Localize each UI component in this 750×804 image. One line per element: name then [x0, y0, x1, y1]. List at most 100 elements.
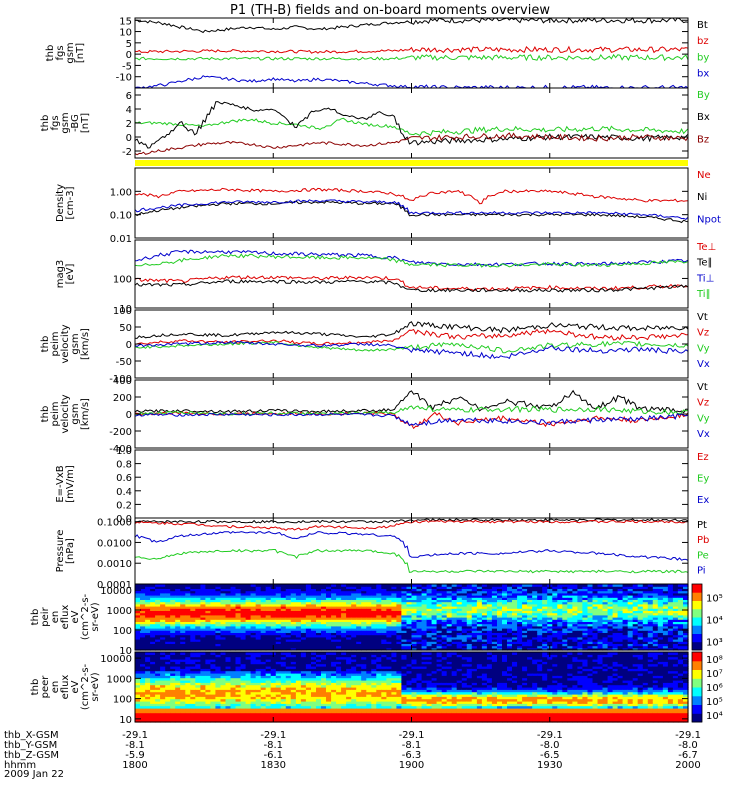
legend-entry: By [697, 90, 710, 101]
y-tick-label: 400 [113, 376, 132, 387]
legend-entry: Bx [697, 112, 710, 123]
colorbar-segment [692, 634, 702, 639]
legend-entry: bz [697, 36, 709, 47]
legend-entry: Pe [697, 550, 709, 561]
y-tick-label: 0.0010 [97, 559, 132, 570]
panel-frame [135, 518, 688, 584]
colorbar-segment [692, 617, 702, 622]
y-axis-label: [nT] [75, 43, 86, 63]
legend-entry: Ti⊥ [696, 273, 714, 284]
y-tick-label: 100 [113, 626, 132, 637]
legend-entry: Ez [697, 452, 709, 463]
series-line-Npot [135, 200, 688, 220]
y-tick-label: 6 [126, 91, 132, 102]
colorbar-segment [692, 609, 702, 614]
plot-title: P1 (TH-B) fields and on-board moments ov… [230, 3, 550, 18]
panel-separator-bar [135, 160, 688, 166]
series-line-Te⊥ [135, 276, 688, 290]
colorbar-segment [692, 642, 702, 647]
y-tick-label: 200 [113, 393, 132, 404]
y-tick-label: -2 [122, 147, 132, 158]
series-line-Ne [135, 188, 688, 203]
y-tick-label: 10000 [100, 586, 132, 597]
colorbar-segment [692, 592, 702, 597]
series-line-Pi [135, 532, 688, 561]
y-tick-label: -5 [122, 61, 132, 72]
y-axis-label: [mV/m] [65, 465, 76, 503]
legend-entry: Vx [697, 359, 710, 370]
y-tick-label: 0.0100 [97, 538, 132, 549]
series-line-Te∥ [135, 280, 688, 292]
colorbar-segment [692, 605, 702, 610]
colorbar-segment [692, 625, 702, 630]
series-line-By [135, 118, 688, 135]
legend-entry: Ey [697, 473, 709, 484]
colorbar-tick-label: 10⁵ [706, 594, 723, 605]
y-tick-label: 50 [119, 323, 132, 334]
series-line-Ti∥ [135, 254, 688, 267]
colorbar-segment [692, 601, 702, 606]
legend-entry: Bz [697, 134, 709, 145]
legend-entry: Vx [697, 429, 710, 440]
panel-frame [135, 380, 688, 448]
y-tick-label: 0 [126, 340, 132, 351]
y-tick-label: 0.6 [116, 473, 132, 484]
colorbar-tick-label: 10³ [706, 638, 723, 649]
legend-entry: Pt [697, 520, 707, 531]
legend-entry: Ni [697, 192, 707, 203]
colorbar-segment [692, 588, 702, 593]
colorbar-segment [692, 584, 702, 589]
legend-entry: Vt [697, 382, 708, 393]
y-tick-label: 100 [113, 274, 132, 285]
legend-entry: Vy [697, 413, 710, 424]
y-tick-label: 1.00 [110, 187, 132, 198]
series-line-Bz [135, 133, 688, 155]
y-axis-label: [cm-3] [65, 186, 76, 219]
y-tick-label: 1.0 [116, 446, 132, 457]
panel-frame [135, 450, 688, 518]
y-tick-label: 0.10 [110, 211, 132, 222]
series-line-Vx [135, 341, 688, 358]
y-axis-label: [nPa] [65, 538, 76, 564]
legend-entry: Pb [697, 535, 709, 546]
y-tick-label: 4 [126, 105, 132, 116]
y-tick-label: 15 [119, 16, 132, 27]
panel-frame [135, 88, 688, 158]
y-tick-label: 100 [113, 306, 132, 317]
y-tick-label: 0.8 [116, 460, 132, 471]
legend-entry: Ti∥ [696, 289, 711, 300]
legend-entry: Te∥ [696, 258, 713, 269]
y-tick-label: -50 [116, 357, 132, 368]
y-tick-label: -10 [116, 73, 132, 84]
colorbar-segment [692, 629, 702, 634]
legend-entry: Vy [697, 343, 710, 354]
y-axis-label: [km/s] [80, 328, 91, 360]
y-tick-label: 0.1000 [97, 518, 132, 529]
colorbar-segment [692, 613, 702, 618]
y-tick-label: 0.2 [116, 500, 132, 511]
colorbar-tick-label: 10⁴ [706, 616, 723, 627]
y-tick-label: 5 [126, 39, 132, 50]
y-tick-label: 0.01 [110, 234, 132, 245]
panel-frame [135, 310, 688, 378]
y-axis-label: [nT] [80, 113, 91, 133]
series-line-Vx [135, 413, 688, 425]
legend-entry: Ne [697, 170, 711, 181]
legend-entry: Ex [697, 495, 709, 506]
y-axis-label: [eV] [65, 264, 76, 285]
legend-entry: Te⊥ [696, 242, 716, 253]
series-line-Vt [135, 391, 688, 413]
legend-entry: Bt [697, 20, 708, 31]
y-tick-label: 0 [126, 133, 132, 144]
legend-entry: Vt [697, 312, 708, 323]
y-tick-label: 10 [119, 28, 132, 39]
y-tick-label: 0 [126, 50, 132, 61]
series-line-Vy [135, 342, 688, 353]
panel-frame [135, 168, 688, 238]
panel-frame [135, 240, 688, 308]
y-axis-label: sr-eV) [90, 602, 101, 631]
legend-entry: Npot [697, 214, 721, 225]
series-line-bz [135, 47, 688, 53]
